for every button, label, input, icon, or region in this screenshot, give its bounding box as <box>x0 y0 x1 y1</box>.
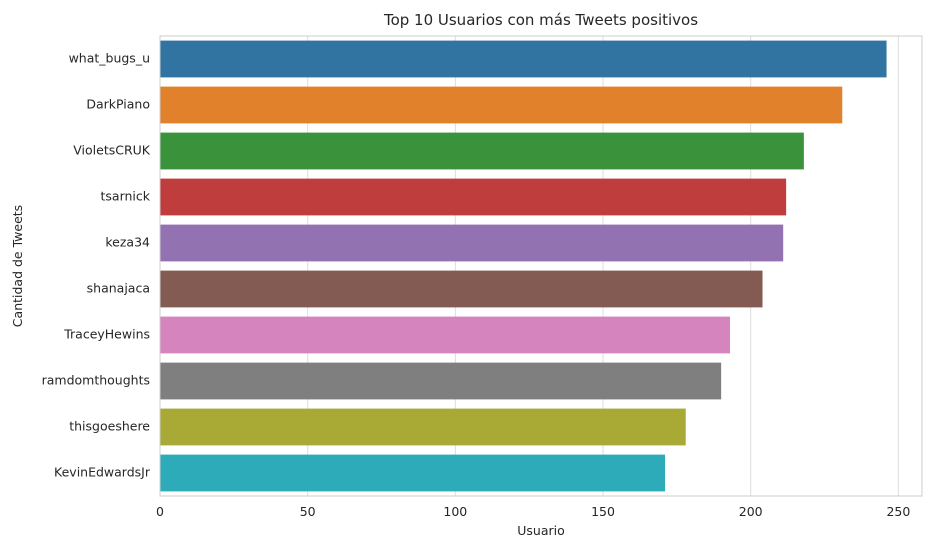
y-tick-label: thisgoeshere <box>69 419 150 434</box>
bars <box>160 40 887 492</box>
bar-tsarnick <box>160 178 787 216</box>
x-axis-label: Usuario <box>517 523 565 538</box>
bar-what-bugs-u <box>160 40 887 78</box>
bar-darkpiano <box>160 86 843 124</box>
bar-shanajaca <box>160 270 763 308</box>
x-tick-label: 50 <box>300 504 316 519</box>
x-tick-label: 0 <box>156 504 164 519</box>
bar-thisgoeshere <box>160 408 686 446</box>
y-tick-label: tsarnick <box>101 189 151 204</box>
y-tick-label: KevinEdwardsJr <box>54 465 151 480</box>
plot-frame <box>159 35 923 497</box>
bar-keza34 <box>160 224 784 262</box>
bar-traceyhewins <box>160 316 731 354</box>
y-tick-label: ramdomthoughts <box>42 373 150 388</box>
y-tick-label: TraceyHewins <box>63 327 150 342</box>
x-tick-label: 200 <box>739 504 763 519</box>
y-tick-label: keza34 <box>105 235 150 250</box>
y-axis-label: Cantidad de Tweets <box>10 205 25 327</box>
y-tick-labels: what_bugs_u DarkPiano VioletsCRUK tsarnick k… <box>42 51 151 480</box>
y-tick-label: shanajaca <box>87 281 150 296</box>
bar-ramdomthoughts <box>160 362 722 400</box>
y-tick-label: what_bugs_u <box>69 51 150 66</box>
y-tick-label: VioletsCRUK <box>73 143 151 158</box>
bar-kevinedwardsjr <box>160 454 666 492</box>
x-tick-label: 150 <box>591 504 615 519</box>
x-tick-labels: 0 50 100 150 200 250 <box>156 504 910 519</box>
x-tick-label: 100 <box>443 504 467 519</box>
chart-title: Top 10 Usuarios con más Tweets positivos <box>383 11 698 29</box>
bar-violetscruk <box>160 132 804 170</box>
x-tick-label: 250 <box>886 504 910 519</box>
y-tick-label: DarkPiano <box>86 97 150 112</box>
